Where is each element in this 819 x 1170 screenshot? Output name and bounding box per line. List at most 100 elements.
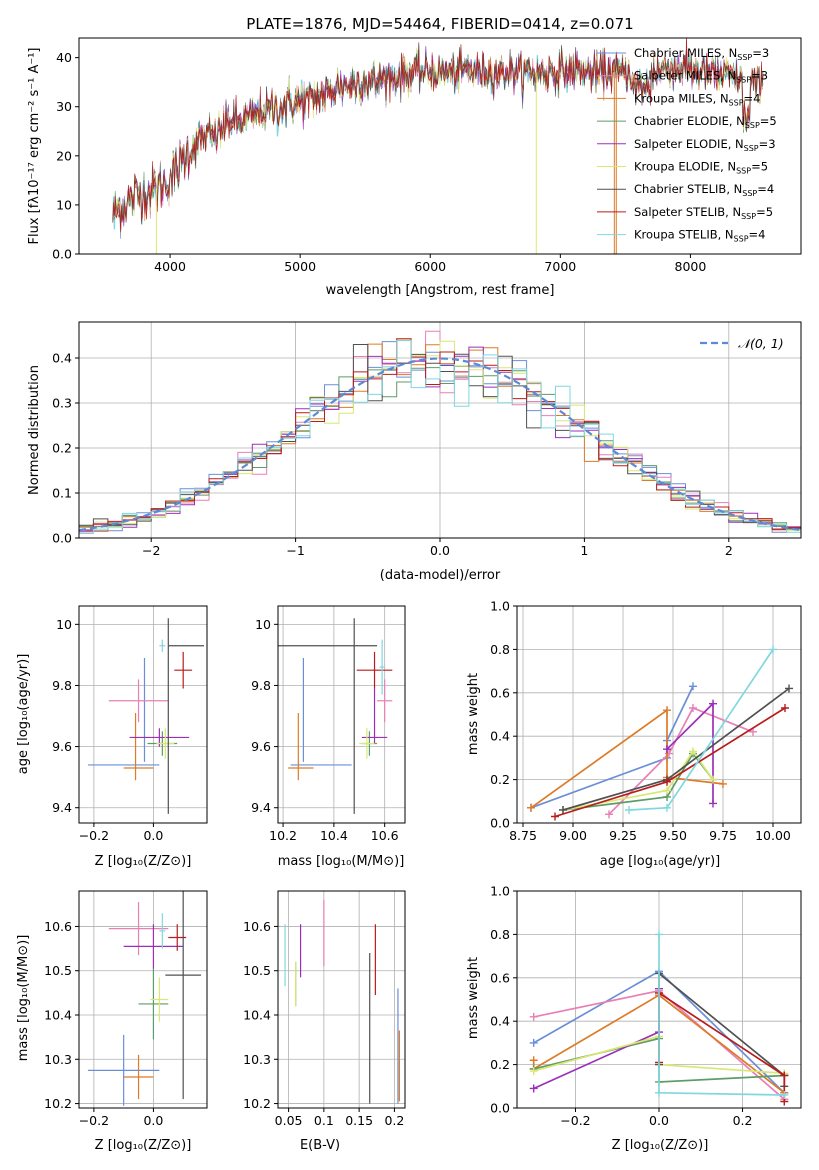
mw-age-marker-salpeter-elodie [663,745,671,754]
plot-content [284,899,400,1104]
age-z-point-salpeter-stelib [174,651,193,689]
mw-z-marker-kroupa-elodie [529,1067,538,1076]
y-tick-label: 0.8 [490,642,510,657]
y-tick-label: 1.0 [490,884,510,899]
x-tick-label: 9.50 [659,828,687,843]
y-tick-label: 10 [255,617,271,632]
y-tick-label: 20 [56,148,72,163]
age-vs-z-xlabel: Z [log₁₀(Z/Z⊙)] [95,854,192,869]
grid-lines [278,891,405,1108]
histogram-xlabel: (data-model)/error [380,568,501,583]
x-tick-label: 10.2 [269,828,297,843]
axis-frame [277,890,406,1109]
y-tick-label: 0.4 [490,729,510,744]
grid-lines [79,891,207,1108]
y-tick-label: 0.6 [490,685,510,700]
y-tick-label: 0.0 [52,247,72,262]
y-tick-label: 0.0 [490,816,510,831]
mw-age-marker-salpeter-miles [605,810,613,819]
age-z-point-chabrier-miles [87,657,160,766]
x-tick-label: 0.0 [430,543,450,558]
axes: −0.2 0.0 0.2 0.0 0.2 0.4 0.6 0.8 1.0 [490,884,802,1128]
spectrum-plot-area: 4000 5000 6000 7000 8000 0.0 10 20 30 40 Chabrier … [52,37,802,274]
mw-age-marker-salpeter-stelib [781,703,789,712]
x-tick-label: 6000 [414,259,446,274]
x-tick-label: 5000 [284,259,316,274]
x-tick-label: −0.2 [79,828,109,843]
axis-frame [78,37,802,255]
mw-age-marker-kroupa-miles [719,779,727,788]
spectrum-legend: Chabrier MILES, NSSP=3 Salpeter MILES, NS… [597,46,777,244]
mw-age-marker-chabrier-stelib [785,684,793,693]
x-tick-label: 10.00 [755,828,791,843]
y-tick-label: 9.6 [52,739,72,754]
x-tick-label: 9.00 [559,828,587,843]
legend-label-salpeter-miles-n-ssp-3: Salpeter MILES, NSSP=3 [634,69,768,85]
x-tick-label: 0.2 [733,1113,753,1128]
age-vs-z-plot-area: −0.2 0.0 9.4 9.6 9.8 10 [52,605,208,843]
y-tick-label: 40 [56,50,72,65]
axis-frame [78,890,208,1109]
massweight-vs-age-plot-area: 8.75 9.00 9.25 9.50 9.75 10.00 0.0 0.2 0.4 0.6 0.8… [490,599,802,843]
massweight-vs-age-panel: 8.75 9.00 9.25 9.50 9.75 10.00 0.0 0.2 0.4 0.6 0.8… [466,599,802,869]
age-z-point-salpeter-miles [108,679,169,723]
x-tick-label: −1 [286,543,304,558]
mw-age-marker-salpeter-stelib [663,777,671,786]
plot-content [112,38,764,254]
x-tick-label: 7000 [544,259,576,274]
mass-z-point-salpeter-stelib [168,924,187,951]
legend-label-salpeter-elodie-n-ssp-3: Salpeter ELODIE, NSSP=3 [634,137,776,153]
age-mass-point-salpeter-stelib [356,651,393,689]
age-z-point-kroupa-stelib [159,639,166,652]
mass-vs-ebv-plot-area: 0.05 0.1 0.15 0.2 10.2 10.3 10.4 10.5 10.6 [243,890,406,1128]
spectrum-line-salpeter-stelib-n-ssp-5 [112,38,764,233]
plot-content [79,330,801,534]
hist-step-kroupa-stelib [79,340,801,534]
y-tick-label: 0.2 [490,772,510,787]
x-tick-label: −0.2 [560,1113,590,1128]
axes: 8.75 9.00 9.25 9.50 9.75 10.00 0.0 0.2 0.4 0.6 0.8… [490,599,802,843]
histogram-ylabel: Normed distribution [27,365,42,495]
axes: 0.05 0.1 0.15 0.2 10.2 10.3 10.4 10.5 10.6 [243,890,406,1128]
mass-z-point-chabrier-miles [87,1034,160,1106]
mw-age-marker-kroupa-elodie [689,747,697,756]
mw-age-line-salpeter-miles [608,706,754,815]
x-tick-label: 0.0 [143,1113,163,1128]
x-tick-label: 9.75 [709,828,737,843]
y-tick-label: 1.0 [490,599,510,614]
mw-age-marker-chabrier-miles [689,682,697,691]
x-tick-label: 8000 [675,259,707,274]
mw-z-marker-salpeter-stelib [780,1071,789,1080]
age-mass-point-chabrier-stelib [278,618,378,814]
mw-z-marker-kroupa-stelib [655,1088,663,1097]
mw-age-marker-kroupa-elodie [709,775,717,784]
residual-histogram-panel: −2 −1 0.0 1 2 0.0 0.1 0.2 0.3 0.4 𝒩(0, 1) (data-mo… [27,321,802,583]
age-z-point-kroupa-miles [123,712,154,781]
y-tick-label: 10 [56,197,72,212]
spectrum-ylabel: Flux [fλ10⁻¹⁷ erg cm⁻² s⁻¹ A⁻¹] [27,48,42,245]
age-vs-mass-panel: 10.2 10.4 10.6 9.4 9.6 9.8 10 mass [log₁₀(M/M⊙… [251,605,406,869]
mass-z-point-salpeter-elodie [123,924,184,969]
y-tick-label: 9.4 [251,800,271,815]
mw-age-marker-salpeter-miles [689,703,697,712]
grid-lines [278,606,405,823]
hist-legend: 𝒩(0, 1) [700,336,784,351]
axes: −0.2 0.0 9.4 9.6 9.8 10 [52,605,208,843]
y-tick-label: 10.5 [44,963,72,978]
axis-frame [277,605,406,824]
massweight-vs-age-xlabel: age [log₁₀(age/yr)] [600,854,721,869]
age-vs-mass-plot-area: 10.2 10.4 10.6 9.4 9.6 9.8 10 [251,605,406,843]
massweight-vs-z-xlabel: Z [log₁₀(Z/Z⊙)] [612,1138,709,1153]
y-tick-label: 10.6 [44,919,72,934]
age-vs-mass-xlabel: mass [log₁₀(M/M⊙)] [278,854,405,869]
y-tick-label: 10.3 [44,1052,72,1067]
x-tick-label: 8.75 [509,828,537,843]
legend-label-chabrier-stelib-n-ssp-4: Chabrier STELIB, NSSP=4 [634,182,774,198]
y-tick-label: 0.1 [52,486,72,501]
axes: −0.2 0.0 10.2 10.3 10.4 10.5 10.6 [44,890,208,1128]
mass-z-point-kroupa-elodie [150,977,169,1022]
plot-content [527,645,793,821]
legend-label-chabrier-miles-n-ssp-3: Chabrier MILES, NSSP=3 [634,46,769,62]
mass-vs-z-panel: −0.2 0.0 10.2 10.3 10.4 10.5 10.6 Z [log₁₀(Z/Z… [16,890,208,1153]
x-tick-label: 0.15 [345,1113,373,1128]
